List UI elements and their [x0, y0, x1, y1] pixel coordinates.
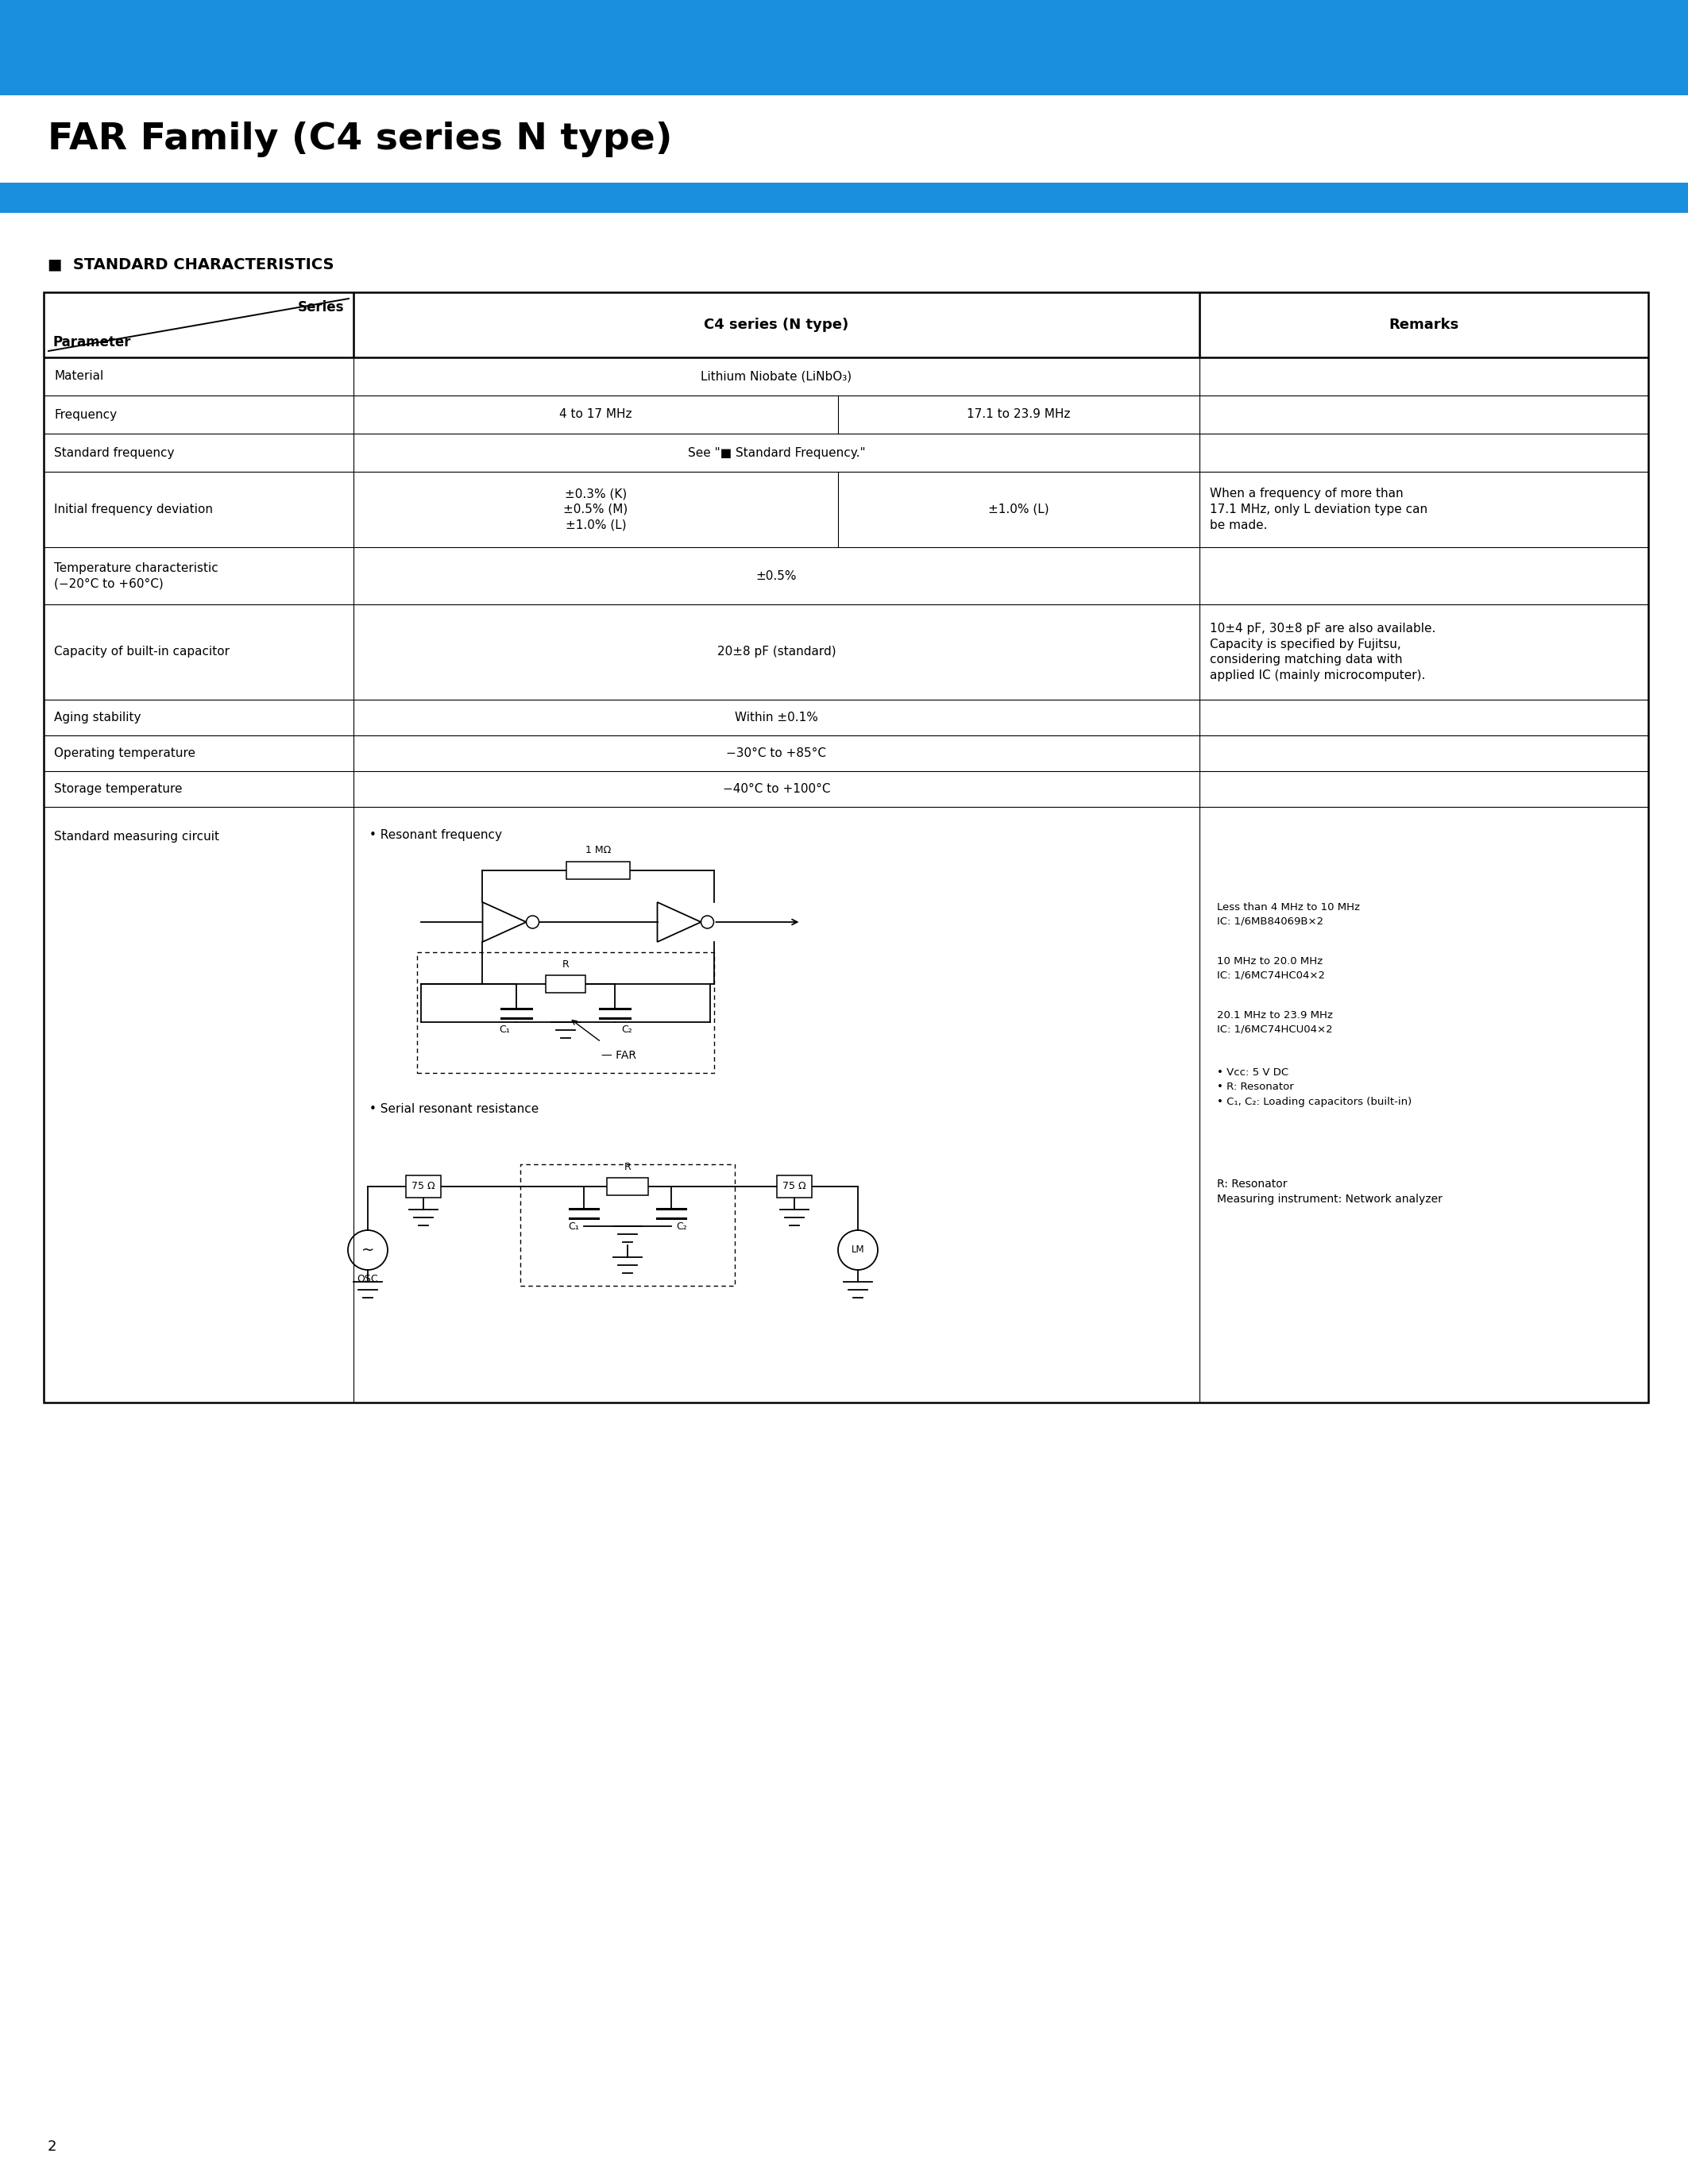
Bar: [0, 183, 1688, 212]
Text: When a frequency of more than
17.1 MHz, only L deviation type can
be made.: When a frequency of more than 17.1 MHz, …: [1210, 487, 1428, 531]
Text: OSC: OSC: [358, 1273, 378, 1284]
Text: ■  STANDARD CHARACTERISTICS: ■ STANDARD CHARACTERISTICS: [47, 256, 334, 271]
Text: Aging stability: Aging stability: [54, 712, 142, 723]
Text: C₂: C₂: [675, 1221, 687, 1232]
Text: Material: Material: [54, 371, 103, 382]
Bar: [0, 0, 1688, 96]
Text: C4 series (N type): C4 series (N type): [704, 317, 849, 332]
Bar: [405, 1175, 441, 1197]
Text: See "■ Standard Frequency.": See "■ Standard Frequency.": [687, 448, 866, 459]
Bar: [567, 863, 630, 880]
Text: 75 Ω: 75 Ω: [783, 1182, 807, 1192]
Text: 10 MHz to 20.0 MHz
IC: 1/6MC74HC04×2: 10 MHz to 20.0 MHz IC: 1/6MC74HC04×2: [1217, 957, 1325, 981]
Text: Initial frequency deviation: Initial frequency deviation: [54, 505, 213, 515]
Bar: [417, 952, 714, 1072]
Text: Standard measuring circuit: Standard measuring circuit: [54, 830, 219, 843]
Text: Parameter: Parameter: [54, 334, 132, 349]
Text: 4 to 17 MHz: 4 to 17 MHz: [559, 408, 631, 422]
Text: Within ±0.1%: Within ±0.1%: [734, 712, 819, 723]
Text: C₁: C₁: [500, 1024, 510, 1035]
Text: Temperature characteristic
(−20°C to +60°C): Temperature characteristic (−20°C to +60…: [54, 561, 218, 590]
Text: ±0.3% (K)
±0.5% (M)
±1.0% (L): ±0.3% (K) ±0.5% (M) ±1.0% (L): [564, 487, 628, 531]
Text: 2: 2: [47, 2140, 57, 2153]
Text: Less than 4 MHz to 10 MHz
IC: 1/6MB84069B×2: Less than 4 MHz to 10 MHz IC: 1/6MB84069…: [1217, 902, 1361, 926]
Text: 1 MΩ: 1 MΩ: [586, 845, 611, 856]
Bar: [545, 976, 586, 994]
Text: Standard frequency: Standard frequency: [54, 448, 174, 459]
Text: R: R: [562, 959, 569, 970]
Text: Storage temperature: Storage temperature: [54, 784, 182, 795]
Text: • Serial resonant resistance: • Serial resonant resistance: [370, 1103, 538, 1116]
Bar: [44, 293, 1647, 1402]
Text: R: Resonator
Measuring instrument: Network analyzer: R: Resonator Measuring instrument: Netwo…: [1217, 1179, 1443, 1206]
Text: 20.1 MHz to 23.9 MHz
IC: 1/6MC74HCU04×2: 20.1 MHz to 23.9 MHz IC: 1/6MC74HCU04×2: [1217, 1011, 1334, 1035]
Text: 10±4 pF, 30±8 pF are also available.
Capacity is specified by Fujitsu,
consideri: 10±4 pF, 30±8 pF are also available. Cap…: [1210, 622, 1436, 681]
Text: Capacity of built-in capacitor: Capacity of built-in capacitor: [54, 646, 230, 657]
Text: Series: Series: [297, 299, 344, 314]
Text: −40°C to +100°C: −40°C to +100°C: [722, 784, 830, 795]
Text: • Vcc: 5 V DC
• R: Resonator
• C₁, C₂: Loading capacitors (built-in): • Vcc: 5 V DC • R: Resonator • C₁, C₂: L…: [1217, 1068, 1411, 1107]
Text: Frequency: Frequency: [54, 408, 116, 422]
Text: Remarks: Remarks: [1389, 317, 1458, 332]
Text: 17.1 to 23.9 MHz: 17.1 to 23.9 MHz: [967, 408, 1070, 422]
Text: ±1.0% (L): ±1.0% (L): [989, 505, 1050, 515]
Text: Operating temperature: Operating temperature: [54, 747, 196, 760]
Text: LM: LM: [851, 1245, 864, 1256]
Text: FAR Family (C4 series N type): FAR Family (C4 series N type): [47, 120, 672, 157]
Text: 75 Ω: 75 Ω: [412, 1182, 436, 1192]
Text: C₂: C₂: [621, 1024, 631, 1035]
Text: C₁: C₁: [569, 1221, 579, 1232]
Text: ~: ~: [361, 1243, 375, 1258]
Text: R: R: [625, 1162, 631, 1173]
Bar: [520, 1164, 734, 1286]
Text: • Resonant frequency: • Resonant frequency: [370, 830, 501, 841]
Text: — FAR: — FAR: [601, 1051, 636, 1061]
Text: −30°C to +85°C: −30°C to +85°C: [726, 747, 827, 760]
Text: 20±8 pF (standard): 20±8 pF (standard): [717, 646, 836, 657]
Text: ±0.5%: ±0.5%: [756, 570, 797, 581]
Polygon shape: [657, 902, 701, 941]
Bar: [608, 1177, 648, 1195]
Bar: [776, 1175, 812, 1197]
Text: Lithium Niobate (LiNbO₃): Lithium Niobate (LiNbO₃): [701, 371, 852, 382]
Polygon shape: [483, 902, 527, 941]
